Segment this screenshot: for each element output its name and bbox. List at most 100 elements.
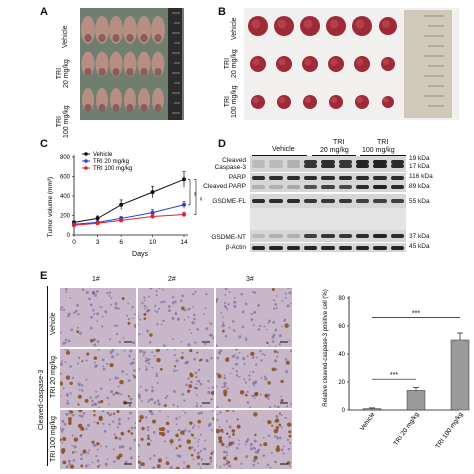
ihc-positive-cell xyxy=(187,389,191,393)
ihc-col-1: 1# xyxy=(92,276,100,283)
ihc-nucleus xyxy=(106,458,109,461)
ihc-positive-cell xyxy=(223,456,227,460)
ihc-nucleus xyxy=(263,354,266,357)
ihc-nucleus xyxy=(177,428,181,432)
ihc-nucleus xyxy=(223,381,227,386)
ihc-nucleus xyxy=(223,376,227,380)
ihc-nucleus xyxy=(224,334,228,338)
ihc-image xyxy=(216,288,292,347)
ihc-nucleus xyxy=(207,390,211,395)
ihc-nucleus xyxy=(166,349,169,351)
ihc-nucleus xyxy=(101,325,104,328)
tumor-volume-chart: Tumor volume (mm³) Days 0 200 400 600 800 0 3 6… xyxy=(47,152,202,258)
ihc-nucleus xyxy=(260,377,263,380)
ihc-nucleus xyxy=(74,450,77,453)
ihc-nucleus xyxy=(232,367,235,370)
ihc-nucleus xyxy=(71,444,73,447)
ihc-nucleus xyxy=(208,387,210,390)
c-legend-label: TRI 100 mg/kg xyxy=(93,166,132,172)
ihc-nucleus xyxy=(202,313,205,315)
tumor-highlight xyxy=(329,19,339,29)
ihc-nucleus xyxy=(232,329,236,332)
ihc-positive-cell xyxy=(222,329,225,333)
ihc-nucleus xyxy=(244,443,247,446)
c-ytick-label: 400 xyxy=(60,194,71,200)
blot-strip-casp3 xyxy=(250,156,406,172)
ihc-nucleus xyxy=(166,394,169,397)
ihc-nucleus xyxy=(207,423,211,427)
ihc-positive-cell xyxy=(186,439,191,444)
ihc-nucleus xyxy=(67,312,71,316)
ihc-nucleus xyxy=(203,447,207,451)
ihc-nucleus xyxy=(89,303,93,307)
c-point xyxy=(95,216,100,221)
ihc-nucleus xyxy=(193,357,196,361)
ihc-nucleus xyxy=(66,399,69,402)
ihc-nucleus xyxy=(187,343,191,347)
ihc-nucleus xyxy=(138,323,140,326)
ihc-nucleus xyxy=(220,311,223,314)
ihc-nucleus xyxy=(111,349,115,352)
blot-band xyxy=(286,184,300,189)
ihc-nucleus xyxy=(113,460,116,463)
ihc-nucleus xyxy=(184,411,187,414)
tumor-spot xyxy=(126,34,134,42)
c-point xyxy=(119,218,124,223)
mouse-body xyxy=(95,16,109,44)
ihc-nucleus xyxy=(146,426,150,429)
c-point xyxy=(182,202,186,207)
ihc-nucleus xyxy=(76,326,79,329)
ihc-nucleus xyxy=(155,289,158,293)
blot-band xyxy=(269,184,283,189)
ihc-positive-cell xyxy=(65,350,71,355)
ihc-nucleus xyxy=(192,458,195,461)
blot-band xyxy=(373,184,387,189)
ihc-nucleus xyxy=(148,358,151,361)
blot-band xyxy=(338,164,352,168)
ihc-nucleus xyxy=(113,324,116,327)
kda-55: 55 kDa xyxy=(409,198,430,205)
mouse-body xyxy=(109,51,123,77)
ihc-nucleus xyxy=(288,339,291,342)
a-label-tri20: TRI 20 mg/kg xyxy=(56,59,70,88)
c-xtick-label: 0 xyxy=(72,239,76,246)
ihc-nucleus xyxy=(229,372,232,375)
ihc-nucleus xyxy=(151,389,155,393)
ihc-nucleus xyxy=(80,414,84,418)
ihc-nucleus xyxy=(143,299,146,302)
ihc-nucleus xyxy=(105,445,108,448)
ihc-nucleus xyxy=(144,388,148,392)
ihc-nucleus xyxy=(285,296,287,299)
ihc-positive-cell xyxy=(163,404,167,407)
ihc-nucleus xyxy=(210,356,213,360)
ihc-row-axis-line xyxy=(47,286,48,466)
ihc-positive-cell xyxy=(217,374,222,379)
ihc-positive-cell xyxy=(160,426,166,432)
ihc-positive-cell xyxy=(174,365,177,368)
ihc-nucleus xyxy=(251,356,255,359)
ihc-row-axis: Cleaved-caspase-3 xyxy=(38,369,45,430)
ihc-nucleus xyxy=(109,338,112,341)
ihc-nucleus xyxy=(88,464,91,467)
blot-band xyxy=(321,175,335,180)
ihc-nucleus xyxy=(200,411,203,415)
ihc-positive-cell xyxy=(76,330,80,334)
ihc-positive-cell xyxy=(93,414,96,417)
ihc-nucleus xyxy=(185,360,189,364)
ihc-nucleus xyxy=(95,390,98,393)
ihc-positive-cell xyxy=(158,431,163,436)
ihc-nucleus xyxy=(129,397,133,401)
ihc-positive-cell xyxy=(266,341,269,345)
ihc-nucleus xyxy=(129,456,133,460)
ihc-nucleus xyxy=(71,376,75,379)
ihc-nucleus xyxy=(221,385,224,389)
ihc-positive-cell xyxy=(68,420,72,424)
ihc-positive-cell xyxy=(225,357,230,362)
ihc-nucleus xyxy=(110,390,114,394)
ihc-positive-cell xyxy=(158,427,163,431)
ihc-nucleus xyxy=(267,322,270,324)
ihc-nucleus xyxy=(252,370,255,374)
ihc-nucleus xyxy=(188,328,191,331)
ihc-nucleus xyxy=(93,443,97,447)
ihc-nucleus xyxy=(141,400,143,402)
